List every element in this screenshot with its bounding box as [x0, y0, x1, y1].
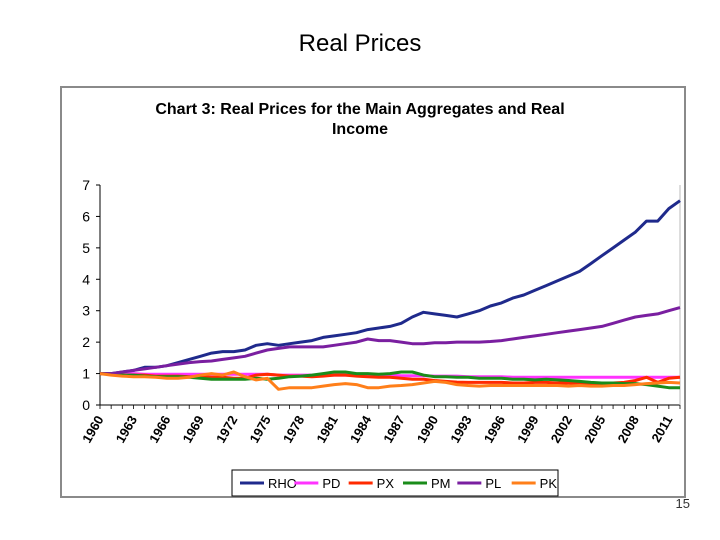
slide-title: Real Prices	[298, 30, 422, 57]
x-tick-label: 2005	[581, 413, 608, 446]
x-tick-label: 1960	[79, 413, 106, 446]
x-tick-label: 1990	[414, 413, 441, 446]
legend-label-pd: PD	[322, 476, 340, 491]
x-tick-label: 1966	[146, 413, 173, 446]
y-tick-label: 7	[82, 177, 90, 193]
y-tick-label: 5	[82, 240, 90, 256]
x-tick-label: 1984	[347, 412, 375, 445]
x-tick-label: 2008	[615, 413, 642, 446]
legend-label-pm: PM	[431, 476, 451, 491]
legend-label-pl: PL	[485, 476, 501, 491]
x-tick-label: 1993	[447, 413, 474, 446]
legend-label-pk: PK	[540, 476, 558, 491]
x-tick-label: 2002	[548, 413, 575, 446]
x-tick-label: 1999	[514, 413, 541, 446]
series-line-rho	[100, 199, 681, 376]
x-tick-label: 1996	[481, 413, 508, 446]
x-tick-label: 1963	[113, 413, 140, 446]
x-tick-label: 1972	[213, 413, 240, 446]
y-tick-label: 6	[82, 208, 90, 224]
series-line-pl	[100, 306, 681, 376]
legend-label-px: PX	[377, 476, 395, 491]
series-line-pm	[100, 370, 680, 390]
y-tick-label: 2	[82, 334, 90, 350]
y-tick-label: 4	[82, 271, 90, 287]
y-tick-label: 0	[82, 397, 90, 413]
legend-label-rho: RHO	[268, 476, 297, 491]
x-tick-label: 1978	[280, 413, 307, 446]
chart-title: Chart 3: Real Prices for the Main Aggreg…	[60, 100, 660, 140]
y-tick-label: 1	[82, 366, 90, 382]
x-tick-label: 2011	[648, 413, 675, 445]
chart-frame	[60, 86, 686, 498]
chart-title-line2: Income	[331, 121, 388, 138]
y-tick-label: 3	[82, 303, 90, 319]
x-tick-label: 1987	[380, 413, 407, 446]
x-tick-label: 1969	[180, 413, 207, 446]
page-number: 15	[675, 496, 690, 511]
chart-title-line1: Chart 3: Real Prices for the Main Aggreg…	[155, 101, 565, 118]
legend-box	[231, 469, 559, 497]
series-line-pk	[99, 370, 681, 391]
x-tick-label: 1981	[313, 413, 340, 446]
x-tick-label: 1975	[246, 413, 273, 446]
